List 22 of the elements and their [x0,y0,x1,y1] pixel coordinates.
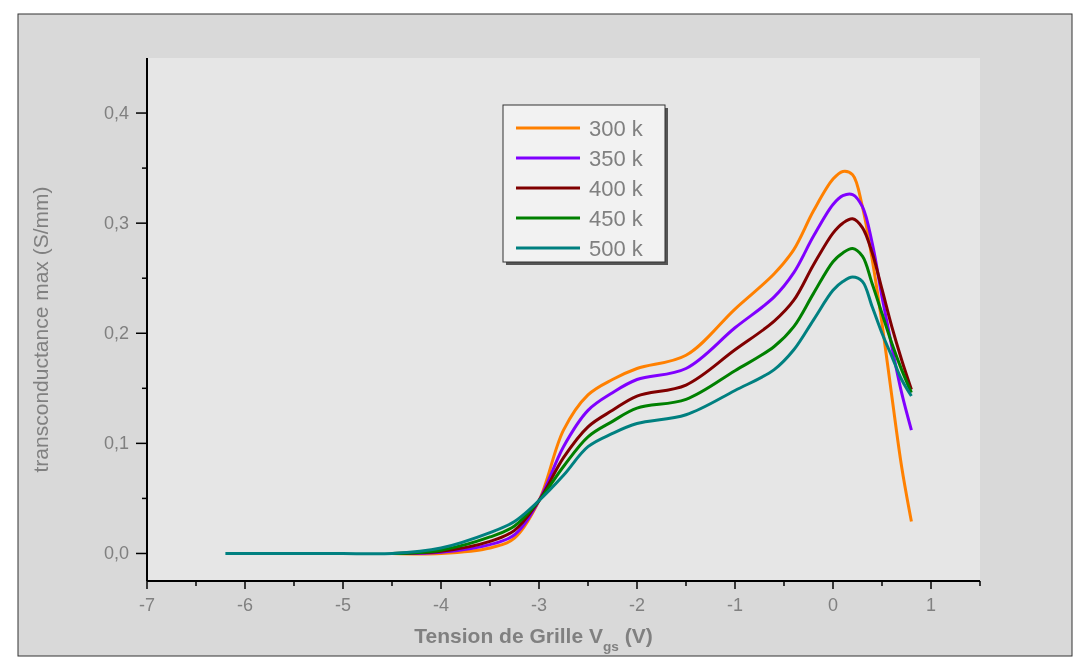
x-axis-title: Tension de Grille V$_{gs}$ (V) [414,624,653,654]
y-tick-label: 0,3 [103,213,129,234]
y-tick-label: 0,2 [103,323,129,344]
x-tick-label: -1 [726,595,744,615]
y-axis-title: transconductance max (S/mm) [29,186,52,473]
legend-label: 450 k [589,206,644,231]
legend-label: 300 k [589,116,644,141]
line-series [223,275,913,556]
legend-label: 500 k [589,236,644,261]
y-tick-label: 0,1 [103,433,129,454]
x-tick-label: -2 [628,595,646,615]
x-tick-label: -6 [236,595,254,615]
x-tick-label: -4 [432,595,450,615]
x-tick-label: -5 [334,595,352,615]
x-tick-label: 0 [827,595,839,615]
x-tick-label: -7 [138,595,156,615]
y-tick-label: 0,0 [103,543,129,564]
x-tick-label: -3 [530,595,548,615]
legend-label: 400 k [589,176,644,201]
legend-label: 350 k [589,146,644,171]
x-tick-label: 1 [925,595,937,615]
y-tick-label: 0,4 [103,103,129,124]
